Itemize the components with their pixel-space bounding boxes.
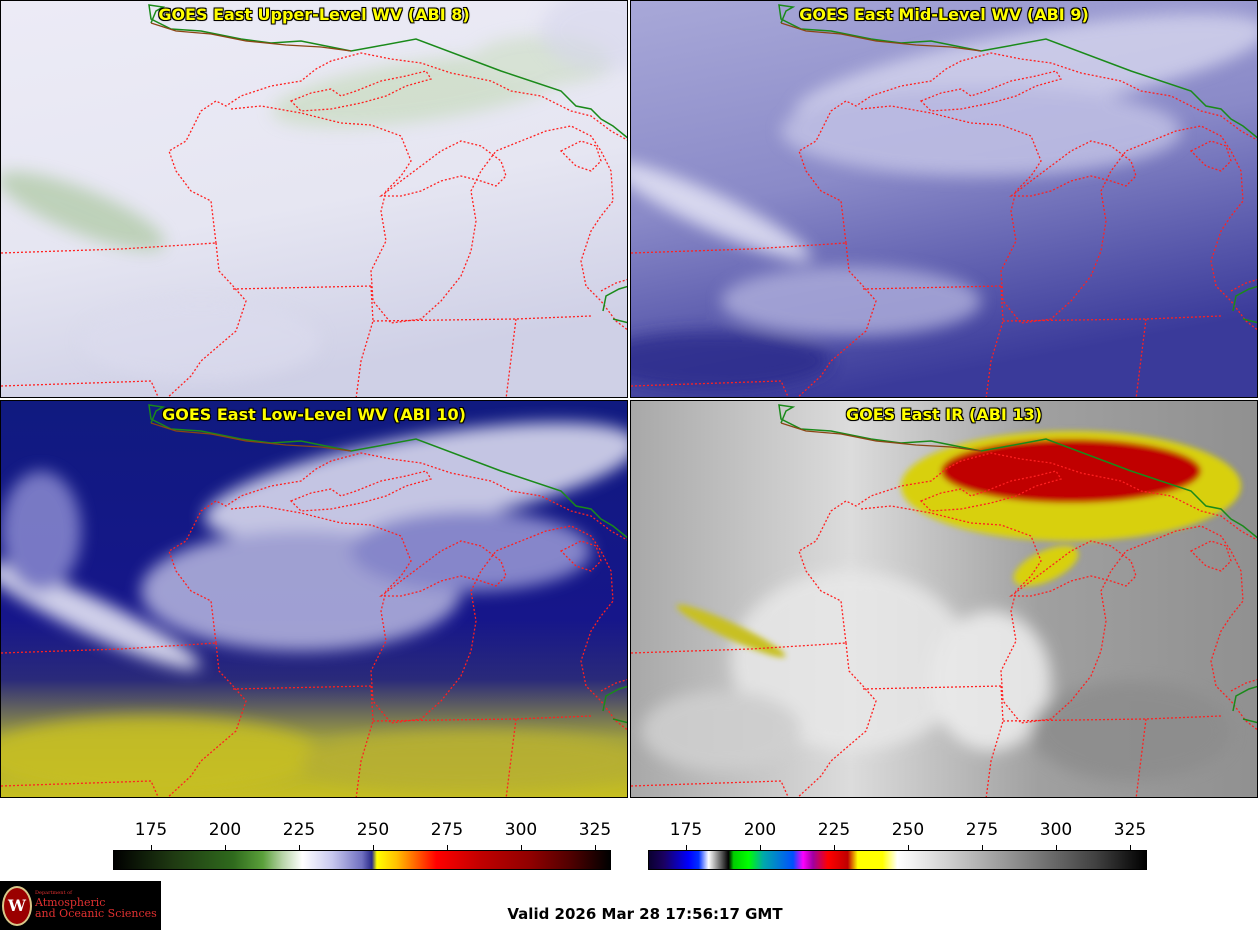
colorbar-tick: 250 [356, 820, 390, 840]
colorbar-tick-mark [299, 845, 300, 851]
low-level-wv-image [1, 401, 627, 797]
colorbar-tick-mark [908, 845, 909, 851]
ir-colorbar-gradient [648, 850, 1147, 870]
colorbar-tick-mark [834, 845, 835, 851]
panel-title: GOES East Mid-Level WV (ABI 9) [799, 5, 1089, 24]
panel-title: GOES East IR (ABI 13) [845, 405, 1043, 424]
panel-ir: GOES East IR (ABI 13) [630, 400, 1258, 798]
colorbar-tick-mark [1056, 845, 1057, 851]
colorbar-tick-mark [151, 845, 152, 851]
colorbar-tick: 325 [578, 820, 612, 840]
logo-dept: Department of [35, 890, 72, 897]
valid-time: Valid 2026 Mar 28 17:56:17 GMT [507, 905, 783, 923]
aos-logo[interactable]: W Department of Atmospheric and Oceanic … [0, 881, 161, 930]
colorbar-tick-mark [595, 845, 596, 851]
uw-seal-icon: W [2, 885, 32, 926]
ir-colorbar: 175 200 225 250 275 300 325 [648, 820, 1147, 870]
wv-colorbar: 175 200 225 250 275 300 325 [113, 820, 611, 870]
colorbar-tick: 325 [1113, 820, 1147, 840]
mid-level-wv-image [631, 1, 1257, 397]
colorbar-tick: 300 [504, 820, 538, 840]
panel-low-level-wv: GOES East Low-Level WV (ABI 10) [0, 400, 628, 798]
colorbar-tick: 300 [1039, 820, 1073, 840]
colorbar-tick-mark [686, 845, 687, 851]
upper-level-wv-image [1, 1, 627, 397]
logo-text: Department of Atmospheric and Oceanic Sc… [35, 890, 157, 921]
colorbar-tick: 175 [134, 820, 168, 840]
colorbar-tick: 275 [430, 820, 464, 840]
colorbar-tick: 225 [282, 820, 316, 840]
colorbar-tick: 200 [743, 820, 777, 840]
colorbar-tick: 200 [208, 820, 242, 840]
colorbar-tick-mark [225, 845, 226, 851]
colorbar-tick-mark [1130, 845, 1131, 851]
panel-title: GOES East Low-Level WV (ABI 10) [162, 405, 466, 424]
colorbar-tick: 275 [965, 820, 999, 840]
colorbar-tick-mark [760, 845, 761, 851]
ir-image [631, 401, 1257, 797]
logo-line1: Atmospheric [35, 895, 106, 909]
panel-upper-level-wv: GOES East Upper-Level WV (ABI 8) [0, 0, 628, 398]
panel-title: GOES East Upper-Level WV (ABI 8) [158, 5, 470, 24]
panel-mid-level-wv: GOES East Mid-Level WV (ABI 9) [630, 0, 1258, 398]
colorbar-tick-mark [521, 845, 522, 851]
colorbar-tick: 250 [891, 820, 925, 840]
colorbar-tick-mark [982, 845, 983, 851]
wv-colorbar-gradient [113, 850, 611, 870]
colorbar-tick: 225 [817, 820, 851, 840]
colorbar-tick: 175 [669, 820, 703, 840]
colorbar-tick-mark [373, 845, 374, 851]
logo-line2: and Oceanic Sciences [35, 907, 157, 921]
colorbar-tick-mark [447, 845, 448, 851]
